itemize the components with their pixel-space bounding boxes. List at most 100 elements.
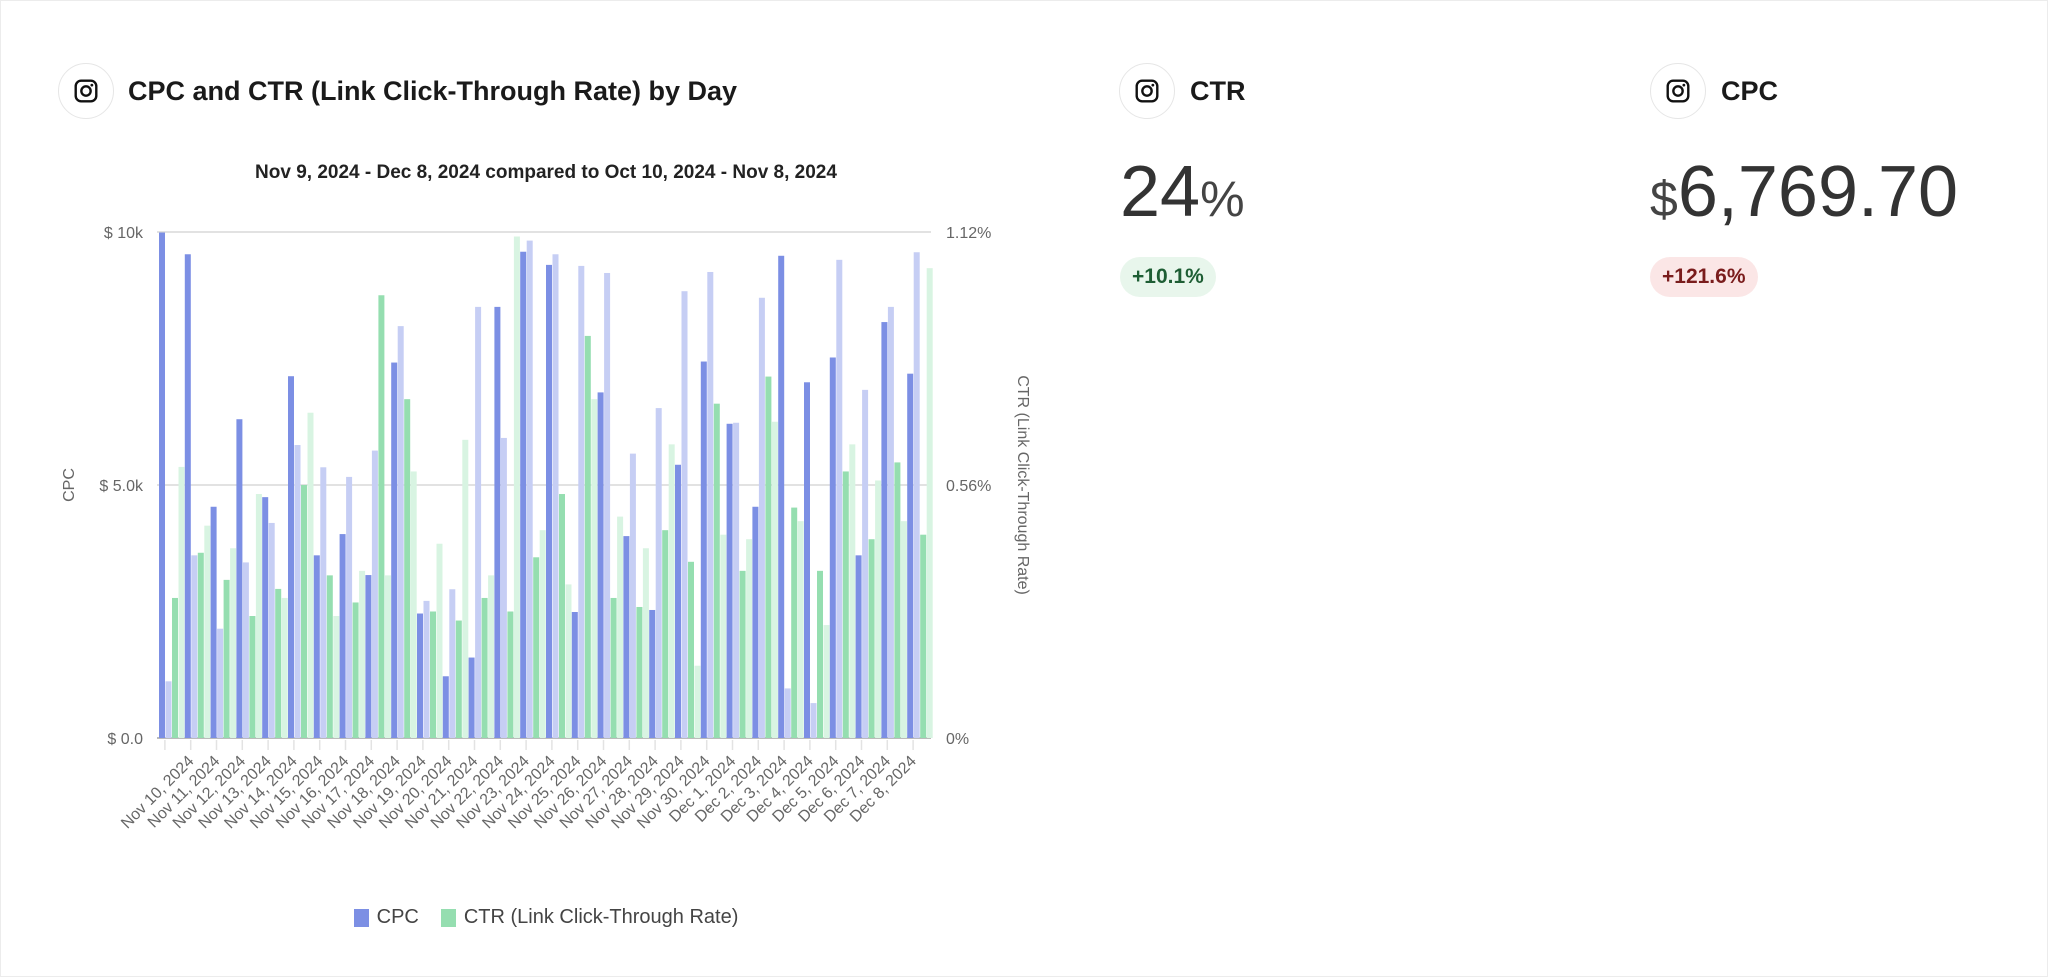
bar-ctr-previous[interactable] xyxy=(230,548,237,738)
bar-ctr[interactable] xyxy=(533,557,540,738)
bar-cpc[interactable] xyxy=(468,657,475,738)
bar-cpc-previous[interactable] xyxy=(500,437,507,738)
bar-cpc[interactable] xyxy=(907,373,914,738)
bar-cpc[interactable] xyxy=(752,506,759,738)
bar-ctr[interactable] xyxy=(662,530,669,738)
legend-item-cpc[interactable]: CPC xyxy=(353,906,419,929)
bar-ctr[interactable] xyxy=(842,471,849,738)
bar-cpc[interactable] xyxy=(520,251,527,738)
bar-cpc-previous[interactable] xyxy=(887,306,894,738)
bar-ctr[interactable] xyxy=(275,588,282,738)
bar-ctr-previous[interactable] xyxy=(926,268,933,738)
bar-ctr[interactable] xyxy=(920,534,927,738)
bar-cpc-previous[interactable] xyxy=(320,467,327,738)
bar-ctr[interactable] xyxy=(172,597,178,738)
bar-ctr-previous[interactable] xyxy=(668,444,675,738)
bar-cpc[interactable] xyxy=(700,361,707,738)
bar-ctr[interactable] xyxy=(352,602,359,738)
bar-ctr-previous[interactable] xyxy=(359,570,366,738)
bar-cpc-previous[interactable] xyxy=(913,252,920,739)
bar-cpc-previous[interactable] xyxy=(655,408,662,738)
bar-ctr[interactable] xyxy=(688,561,694,738)
bar-cpc[interactable] xyxy=(339,534,346,738)
bar-ctr-previous[interactable] xyxy=(642,548,649,738)
bar-cpc-previous[interactable] xyxy=(604,272,611,738)
bar-cpc-previous[interactable] xyxy=(423,600,430,738)
bar-cpc-previous[interactable] xyxy=(836,259,843,738)
bar-cpc[interactable] xyxy=(675,464,681,738)
bar-cpc-previous[interactable] xyxy=(346,476,353,738)
bar-ctr-previous[interactable] xyxy=(255,494,262,738)
bar-cpc[interactable] xyxy=(778,255,785,739)
bar-ctr-previous[interactable] xyxy=(617,516,624,738)
bar-ctr[interactable] xyxy=(868,539,875,738)
bar-cpc-previous[interactable] xyxy=(733,422,740,738)
bar-cpc[interactable] xyxy=(288,376,294,738)
bar-ctr[interactable] xyxy=(791,507,798,738)
bar-ctr-previous[interactable] xyxy=(797,521,804,738)
bar-cpc[interactable] xyxy=(829,357,836,738)
bar-ctr-previous[interactable] xyxy=(178,466,185,738)
bar-ctr-previous[interactable] xyxy=(513,236,520,738)
bar-ctr-previous[interactable] xyxy=(281,597,288,738)
bar-ctr[interactable] xyxy=(430,611,436,739)
bar-cpc-previous[interactable] xyxy=(681,291,688,738)
bar-cpc[interactable] xyxy=(855,555,862,738)
bar-ctr[interactable] xyxy=(404,399,411,738)
bar-cpc[interactable] xyxy=(210,506,217,738)
bar-cpc-previous[interactable] xyxy=(371,450,378,738)
bar-cpc-previous[interactable] xyxy=(578,265,585,738)
bar-cpc[interactable] xyxy=(546,264,552,738)
bar-cpc[interactable] xyxy=(726,423,733,738)
legend-item-ctr[interactable]: CTR (Link Click-Through Rate) xyxy=(440,906,738,929)
bar-ctr-previous[interactable] xyxy=(746,539,753,738)
bar-ctr-previous[interactable] xyxy=(849,444,856,738)
bar-ctr-previous[interactable] xyxy=(694,665,701,738)
bar-cpc-previous[interactable] xyxy=(449,589,456,738)
bar-cpc[interactable] xyxy=(262,497,269,738)
bar-ctr[interactable] xyxy=(713,403,720,738)
bar-ctr[interactable] xyxy=(584,335,591,738)
bar-ctr-previous[interactable] xyxy=(384,575,391,738)
bar-cpc[interactable] xyxy=(804,382,810,738)
bar-cpc-previous[interactable] xyxy=(707,271,714,738)
bar-ctr[interactable] xyxy=(817,570,823,738)
bar-ctr-previous[interactable] xyxy=(539,530,546,738)
bar-cpc-previous[interactable] xyxy=(862,389,869,738)
bar-ctr[interactable] xyxy=(378,295,385,738)
bar-ctr[interactable] xyxy=(301,485,307,738)
bar-ctr[interactable] xyxy=(455,620,462,738)
bar-cpc[interactable] xyxy=(365,575,372,738)
bar-ctr-previous[interactable] xyxy=(204,525,211,738)
bar-cpc[interactable] xyxy=(442,676,449,738)
bar-ctr[interactable] xyxy=(481,597,488,738)
bar-cpc[interactable] xyxy=(159,232,165,739)
bar-ctr-previous[interactable] xyxy=(823,625,830,738)
bar-cpc[interactable] xyxy=(184,254,191,738)
bar-cpc-previous[interactable] xyxy=(191,555,198,738)
bar-cpc[interactable] xyxy=(236,419,243,738)
bar-ctr[interactable] xyxy=(559,494,565,738)
bar-cpc-previous[interactable] xyxy=(165,681,172,738)
bar-cpc-previous[interactable] xyxy=(526,240,533,739)
bar-ctr-previous[interactable] xyxy=(436,543,443,738)
bar-ctr-previous[interactable] xyxy=(591,399,598,738)
bar-cpc-previous[interactable] xyxy=(784,688,791,738)
bar-ctr-previous[interactable] xyxy=(462,439,469,738)
bar-cpc[interactable] xyxy=(313,555,320,738)
bar-cpc-previous[interactable] xyxy=(552,254,559,738)
bar-ctr[interactable] xyxy=(223,579,230,738)
bar-ctr[interactable] xyxy=(894,462,901,738)
bar-ctr[interactable] xyxy=(610,597,617,738)
bar-cpc[interactable] xyxy=(597,392,604,738)
bar-cpc-previous[interactable] xyxy=(629,453,636,738)
bar-ctr[interactable] xyxy=(197,552,204,738)
bar-ctr-previous[interactable] xyxy=(488,575,495,738)
bar-cpc-previous[interactable] xyxy=(810,703,817,738)
bar-ctr[interactable] xyxy=(507,611,514,739)
bar-ctr-previous[interactable] xyxy=(307,412,314,738)
bar-ctr-previous[interactable] xyxy=(771,421,778,738)
bar-ctr[interactable] xyxy=(636,606,643,738)
bar-cpc[interactable] xyxy=(417,613,423,738)
bar-ctr-previous[interactable] xyxy=(565,584,572,738)
